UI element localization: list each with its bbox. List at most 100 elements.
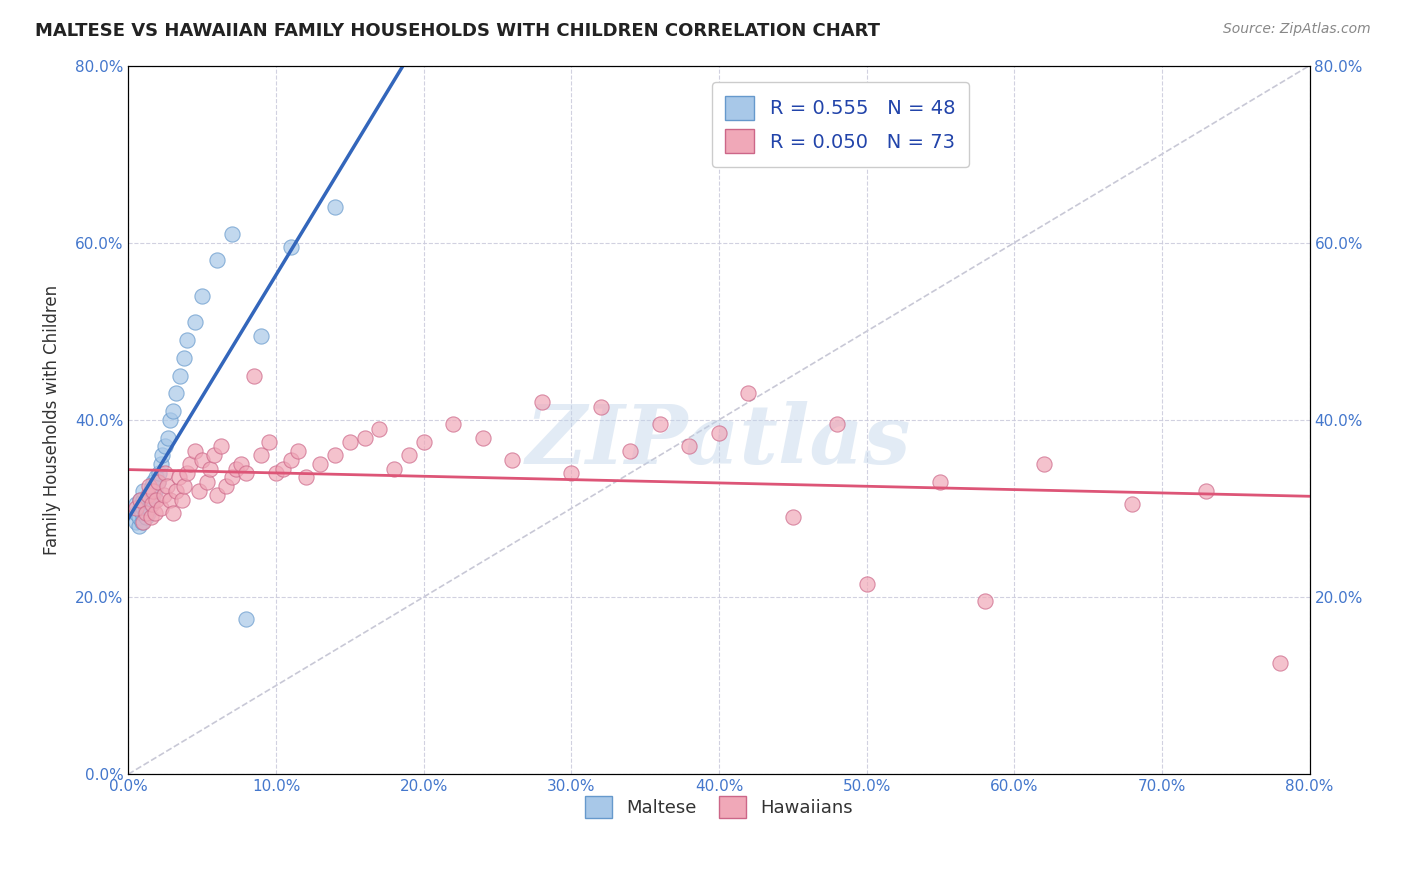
- Point: [619, 443, 641, 458]
- Point: [382, 461, 405, 475]
- Point: [155, 466, 177, 480]
- Point: [138, 479, 160, 493]
- Point: [170, 492, 193, 507]
- Point: [135, 501, 157, 516]
- Point: [162, 404, 184, 418]
- Point: [280, 452, 302, 467]
- Point: [134, 497, 156, 511]
- Point: [141, 492, 163, 507]
- Point: [155, 439, 177, 453]
- Point: [138, 501, 160, 516]
- Text: ZIPatlas: ZIPatlas: [526, 401, 911, 481]
- Point: [159, 492, 181, 507]
- Point: [215, 479, 238, 493]
- Point: [153, 488, 176, 502]
- Point: [782, 510, 804, 524]
- Point: [229, 457, 252, 471]
- Point: [188, 483, 211, 498]
- Point: [134, 506, 156, 520]
- Point: [165, 386, 187, 401]
- Point: [125, 497, 148, 511]
- Point: [501, 452, 523, 467]
- Point: [129, 492, 152, 507]
- Point: [294, 470, 316, 484]
- Point: [250, 448, 273, 462]
- Point: [1268, 657, 1291, 671]
- Point: [368, 422, 391, 436]
- Point: [139, 483, 162, 498]
- Point: [648, 417, 671, 432]
- Point: [173, 479, 195, 493]
- Point: [309, 457, 332, 471]
- Point: [136, 488, 159, 502]
- Point: [198, 461, 221, 475]
- Point: [209, 439, 232, 453]
- Point: [441, 417, 464, 432]
- Point: [141, 497, 163, 511]
- Point: [149, 501, 172, 516]
- Point: [156, 479, 179, 493]
- Point: [287, 443, 309, 458]
- Point: [398, 448, 420, 462]
- Point: [280, 240, 302, 254]
- Point: [125, 506, 148, 520]
- Point: [184, 315, 207, 329]
- Text: Source: ZipAtlas.com: Source: ZipAtlas.com: [1223, 22, 1371, 37]
- Point: [707, 426, 730, 441]
- Point: [173, 351, 195, 365]
- Point: [129, 501, 152, 516]
- Point: [149, 457, 172, 471]
- Point: [179, 457, 201, 471]
- Point: [138, 488, 160, 502]
- Point: [855, 576, 877, 591]
- Point: [235, 612, 257, 626]
- Point: [136, 492, 159, 507]
- Point: [159, 413, 181, 427]
- Point: [157, 431, 180, 445]
- Point: [471, 431, 494, 445]
- Point: [132, 501, 155, 516]
- Point: [165, 483, 187, 498]
- Point: [195, 475, 218, 489]
- Point: [202, 448, 225, 462]
- Point: [139, 497, 162, 511]
- Text: MALTESE VS HAWAIIAN FAMILY HOUSEHOLDS WITH CHILDREN CORRELATION CHART: MALTESE VS HAWAIIAN FAMILY HOUSEHOLDS WI…: [35, 22, 880, 40]
- Legend: Maltese, Hawaiians: Maltese, Hawaiians: [578, 789, 860, 825]
- Point: [560, 466, 582, 480]
- Point: [141, 479, 163, 493]
- Point: [125, 501, 148, 516]
- Point: [353, 431, 375, 445]
- Point: [221, 470, 243, 484]
- Point: [132, 483, 155, 498]
- Point: [412, 435, 434, 450]
- Point: [273, 461, 295, 475]
- Point: [146, 475, 169, 489]
- Point: [139, 510, 162, 524]
- Point: [589, 400, 612, 414]
- Point: [1121, 497, 1143, 511]
- Point: [323, 448, 346, 462]
- Point: [264, 466, 287, 480]
- Point: [250, 328, 273, 343]
- Point: [973, 594, 995, 608]
- Point: [176, 333, 198, 347]
- Point: [146, 475, 169, 489]
- Point: [1032, 457, 1054, 471]
- Point: [145, 492, 167, 507]
- Point: [530, 395, 553, 409]
- Point: [136, 506, 159, 520]
- Point: [143, 506, 166, 520]
- Point: [257, 435, 280, 450]
- Point: [132, 515, 155, 529]
- Point: [205, 253, 228, 268]
- Point: [929, 475, 952, 489]
- Point: [129, 492, 152, 507]
- Point: [235, 466, 257, 480]
- Point: [148, 466, 170, 480]
- Y-axis label: Family Households with Children: Family Households with Children: [44, 285, 60, 555]
- Point: [737, 386, 759, 401]
- Point: [125, 515, 148, 529]
- Point: [169, 368, 191, 383]
- Point: [135, 510, 157, 524]
- Point: [339, 435, 361, 450]
